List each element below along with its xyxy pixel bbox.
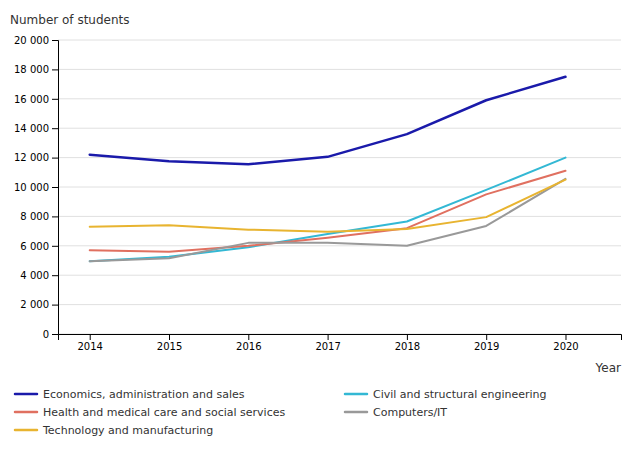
y-tick: 6 000 [20, 241, 58, 252]
x-tick-mark [248, 334, 249, 340]
x-tick-label: 2017 [315, 341, 340, 352]
y-tick-label: 12 000 [14, 152, 49, 163]
x-tick-mark [169, 334, 170, 340]
lines [90, 77, 566, 261]
y-tick: 0 [43, 329, 58, 340]
x-tick-mark [328, 334, 329, 340]
y-tick-label: 6 000 [20, 241, 49, 252]
grid-line [58, 40, 621, 41]
x-tick-mark [90, 334, 91, 340]
series-line [90, 77, 566, 164]
series-line [90, 171, 566, 252]
grid-line [58, 216, 621, 217]
legend-item: Economics, administration and sales [15, 388, 245, 401]
y-tick-label: 14 000 [14, 123, 49, 134]
x-tick-label: 2019 [474, 341, 499, 352]
legend-label: Health and medical care and social servi… [43, 406, 285, 419]
x-tick-mark [407, 334, 408, 340]
x-tick-mark [486, 334, 487, 340]
y-tick-mark [52, 275, 58, 276]
x-tick: 2020 [553, 334, 578, 352]
y-tick-label: 0 [43, 329, 49, 340]
grid-line [58, 275, 621, 276]
legend-swatch [345, 411, 367, 414]
plot: 2014 2015 2016 2017 2018 2019 2020 0 2 000 4 000 6… [14, 35, 622, 352]
y-tick: 14 000 [14, 123, 58, 134]
y-tick-label: 10 000 [14, 182, 49, 193]
y-tick-label: 18 000 [14, 64, 49, 75]
y-tick-mark [52, 334, 58, 335]
y-tick-label: 16 000 [14, 94, 49, 105]
legend-label: Computers/IT [373, 406, 447, 419]
y-tick-mark [52, 69, 58, 70]
grid-line [58, 187, 621, 188]
x-tick-label: 2015 [157, 341, 182, 352]
x-tick: 2014 [77, 334, 102, 352]
series-line [90, 180, 566, 232]
legend-swatch [15, 429, 37, 432]
x-tick-label: 2014 [77, 341, 102, 352]
series-line [90, 158, 566, 262]
legend-label: Economics, administration and sales [43, 388, 245, 401]
x-axis-line [59, 335, 622, 341]
y-tick-mark [52, 128, 58, 129]
chart: 2014 2015 2016 2017 2018 2019 2020 0 2 000 4 000 6… [0, 0, 643, 454]
grid-line [58, 304, 621, 305]
y-axis: 0 2 000 4 000 6 000 8 000 10 000 12 000 14 000 1… [14, 35, 59, 340]
y-tick-mark [52, 40, 58, 41]
x-tick-label: 2018 [395, 341, 420, 352]
legend-swatch [345, 393, 367, 396]
x-tick: 2018 [395, 334, 420, 352]
y-axis-title: Number of students [10, 13, 130, 27]
y-tick-mark [52, 216, 58, 217]
y-tick-mark [52, 158, 58, 159]
y-tick: 18 000 [14, 64, 58, 75]
grid-line [58, 69, 621, 70]
y-tick-mark [52, 187, 58, 188]
legend-label: Civil and structural engineering [373, 388, 547, 401]
legend-item: Civil and structural engineering [345, 388, 547, 401]
y-tick: 16 000 [14, 94, 58, 105]
x-axis: 2014 2015 2016 2017 2018 2019 2020 [59, 334, 622, 352]
y-tick: 20 000 [14, 35, 58, 46]
legend-item: Health and medical care and social servi… [15, 406, 285, 419]
grid [58, 40, 621, 334]
y-axis-line [52, 41, 59, 335]
y-tick-mark [52, 246, 58, 247]
x-tick-label: 2016 [236, 341, 261, 352]
x-tick: 2016 [236, 334, 261, 352]
x-tick-mark [565, 334, 566, 340]
legend: Economics, administration and sales Civil… [15, 388, 547, 437]
legend-item: Computers/IT [345, 406, 447, 419]
grid-line [58, 245, 621, 246]
y-tick-mark [52, 99, 58, 100]
x-axis-title: Year [595, 361, 621, 375]
legend-label: Technology and manufacturing [42, 424, 213, 437]
x-tick: 2019 [474, 334, 499, 352]
x-tick: 2015 [157, 334, 182, 352]
y-tick: 4 000 [20, 270, 58, 281]
legend-swatch [15, 411, 37, 414]
grid-line [58, 98, 621, 99]
y-tick-label: 2 000 [20, 299, 49, 310]
x-tick: 2017 [315, 334, 340, 352]
legend-swatch [15, 393, 37, 396]
y-tick-label: 4 000 [20, 270, 49, 281]
y-tick-label: 8 000 [20, 211, 49, 222]
y-tick: 12 000 [14, 152, 58, 163]
x-tick-label: 2020 [553, 341, 578, 352]
y-tick: 2 000 [20, 299, 58, 310]
y-tick-mark [52, 305, 58, 306]
grid-line [58, 128, 621, 129]
y-tick-label: 20 000 [14, 35, 49, 46]
y-tick: 10 000 [14, 182, 58, 193]
y-tick: 8 000 [20, 211, 58, 222]
legend-item: Technology and manufacturing [15, 424, 213, 437]
series-line [90, 179, 566, 261]
